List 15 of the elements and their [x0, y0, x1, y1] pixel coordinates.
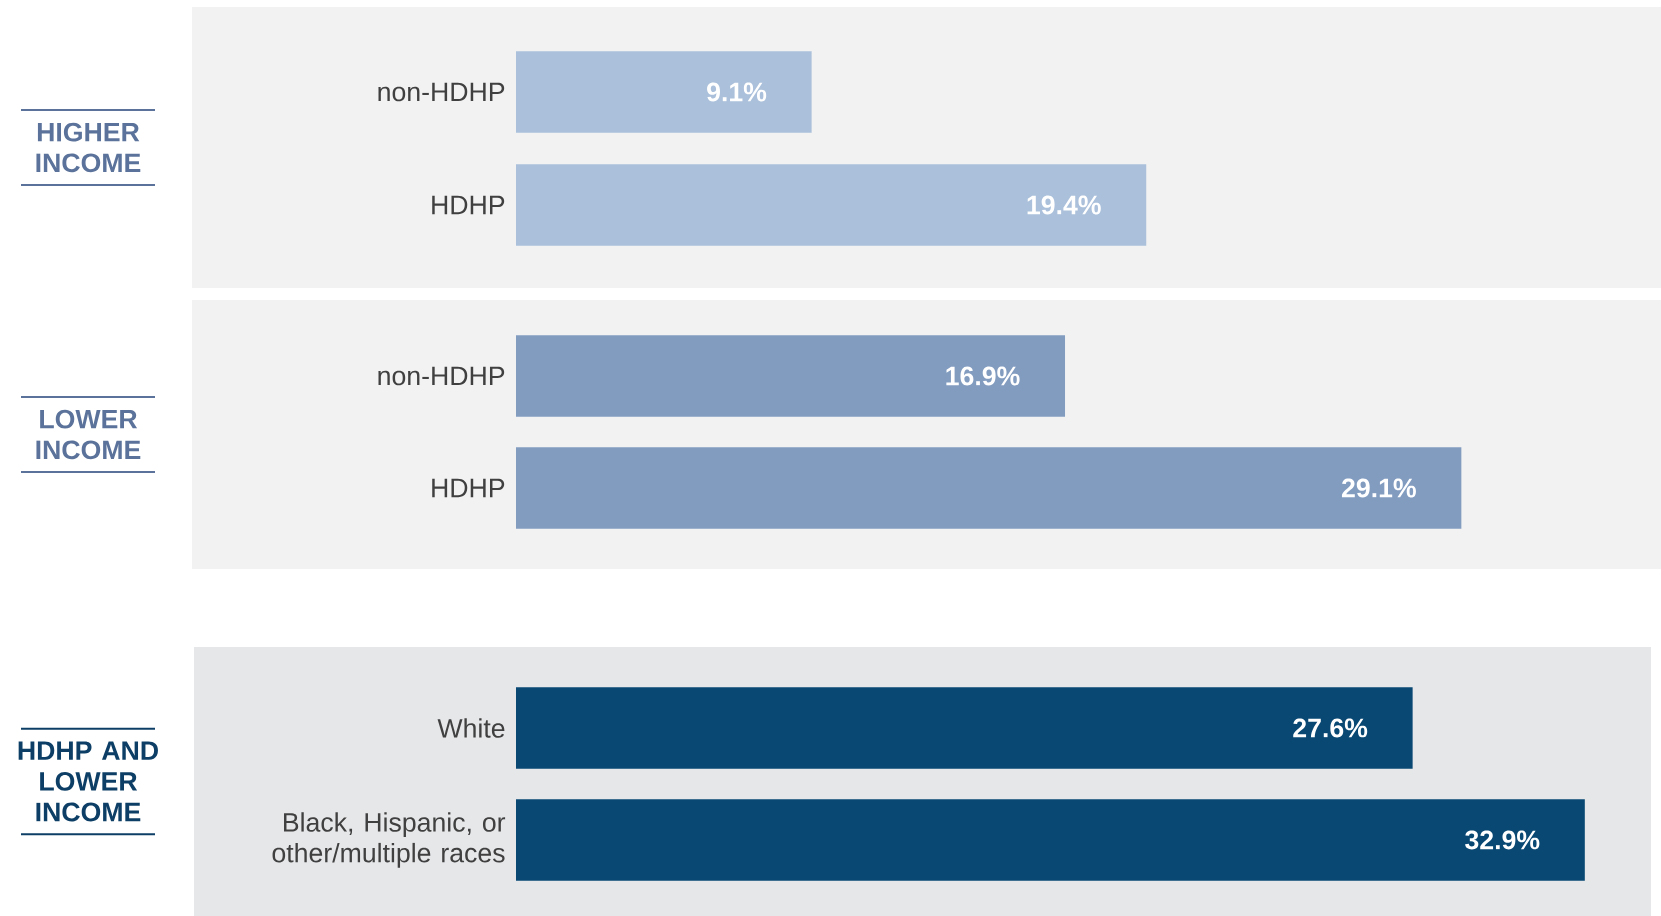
- y-tick-label: HDHP: [432, 195, 505, 215]
- data-label: 19.4%: [1027, 195, 1101, 215]
- y-tick-label: HDHP: [432, 478, 505, 498]
- data-label: 29.1%: [1341, 478, 1416, 498]
- data-label: 32.9%: [1465, 830, 1540, 850]
- data-label: 16.9%: [946, 366, 1020, 386]
- y-tick-label: non-HDHP: [378, 82, 505, 102]
- y-tick-label: non-HDHP: [378, 366, 505, 386]
- y-axis-title: LOWER INCOME: [36, 409, 141, 460]
- y-axis-title: HDHP AND LOWER INCOME: [18, 741, 158, 822]
- data-label: 9.1%: [707, 82, 767, 102]
- y-axis-title: HIGHER INCOME: [36, 122, 141, 173]
- y-tick-label: White: [437, 718, 505, 738]
- data-label: 27.6%: [1293, 718, 1368, 738]
- y-tick-label: Black, Hispanic, or other/multiple races: [272, 812, 506, 868]
